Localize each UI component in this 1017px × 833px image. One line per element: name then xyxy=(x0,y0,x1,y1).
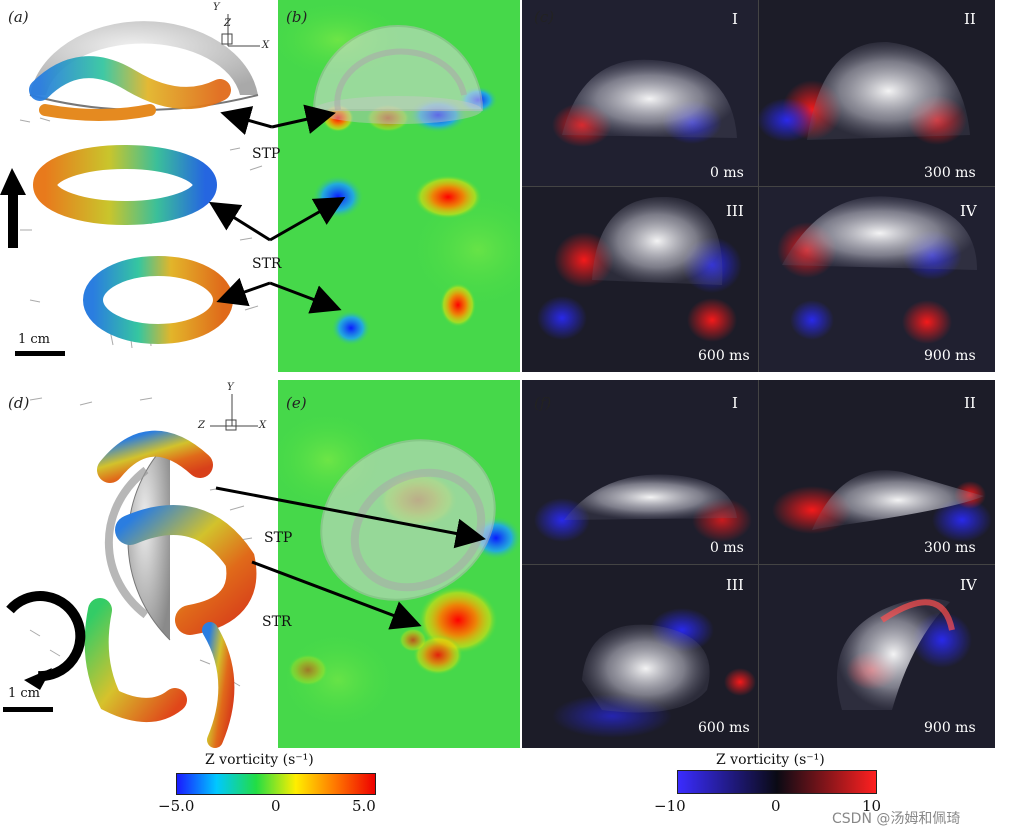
panel-label-b: (b) xyxy=(286,8,308,26)
frame-f2-time: 300 ms xyxy=(924,540,976,556)
frame-c4-time: 900 ms xyxy=(924,348,976,364)
panel-f: (f) I II III IV 0 ms 300 ms 600 ms 900 m… xyxy=(522,380,995,748)
axis-label-z-bottom: Z xyxy=(198,420,205,431)
panel-label-f: (f) xyxy=(534,394,552,412)
frame-c1-roman: I xyxy=(732,10,738,28)
frame-f3-roman: III xyxy=(726,576,744,594)
colorbar-left-title: Z vorticity (s⁻¹) xyxy=(205,752,314,768)
frame-c2-time: 300 ms xyxy=(924,165,976,181)
frame-c1-time: 0 ms xyxy=(710,165,744,181)
frame-f1-roman: I xyxy=(732,394,738,412)
colorbar-right xyxy=(677,770,877,794)
colorbar-right-tick-mid: 0 xyxy=(771,797,781,815)
frame-f1-time: 0 ms xyxy=(710,540,744,556)
panel-label-a: (a) xyxy=(8,8,29,26)
panel-e-figure xyxy=(278,380,520,748)
colorbar-right-title: Z vorticity (s⁻¹) xyxy=(716,752,825,768)
panel-e: (e) xyxy=(278,380,520,748)
panel-b-figure xyxy=(278,0,520,372)
frame-c2-roman: II xyxy=(964,10,976,28)
panel-label-e: (e) xyxy=(286,394,307,412)
axis-label-y-bottom: Y xyxy=(227,382,234,393)
connector-arrows-bottom xyxy=(215,486,486,630)
panel-d: (d) Y Z X 1 cm xyxy=(0,380,278,752)
frame-c4-roman: IV xyxy=(960,202,977,220)
panel-label-c: (c) xyxy=(534,8,555,26)
panel-label-d: (d) xyxy=(8,394,30,412)
colorbar-right-tick-min: −10 xyxy=(654,797,686,815)
frame-f4-time: 900 ms xyxy=(924,720,976,736)
frame-f2-roman: II xyxy=(964,394,976,412)
axis-label-y-top: Y xyxy=(213,2,220,13)
axis-label-z-top: Z xyxy=(224,18,231,29)
panel-c-figure xyxy=(522,0,995,372)
label-stp-bottom: STP xyxy=(264,530,293,546)
colorbar-left xyxy=(176,773,376,795)
frame-f4-roman: IV xyxy=(960,576,977,594)
frame-c3-time: 600 ms xyxy=(698,348,750,364)
panel-d-figure xyxy=(3,394,258,748)
panel-f-figure xyxy=(522,380,995,748)
scale-bar-label-bottom: 1 cm xyxy=(8,686,41,701)
colorbar-left-tick-max: 5.0 xyxy=(352,797,376,815)
frame-f3-time: 600 ms xyxy=(698,720,750,736)
colorbar-right-tick-max: 10 xyxy=(862,797,882,815)
label-str-top: STR xyxy=(252,256,282,272)
label-str-bottom: STR xyxy=(262,614,292,630)
label-stp-top: STP xyxy=(252,146,281,162)
axis-label-x-bottom: X xyxy=(259,420,267,431)
watermark: CSDN @汤姆和佩琦 xyxy=(832,811,961,827)
connector-arrows-top xyxy=(208,104,346,314)
panel-c: (c) I II III IV 0 ms 300 ms 600 ms 900 m… xyxy=(522,0,995,372)
scale-bar-label-top: 1 cm xyxy=(18,332,51,347)
axis-label-x-top: X xyxy=(262,40,270,51)
colorbar-left-tick-mid: 0 xyxy=(271,797,281,815)
frame-c3-roman: III xyxy=(726,202,744,220)
colorbar-left-tick-min: −5.0 xyxy=(158,797,195,815)
